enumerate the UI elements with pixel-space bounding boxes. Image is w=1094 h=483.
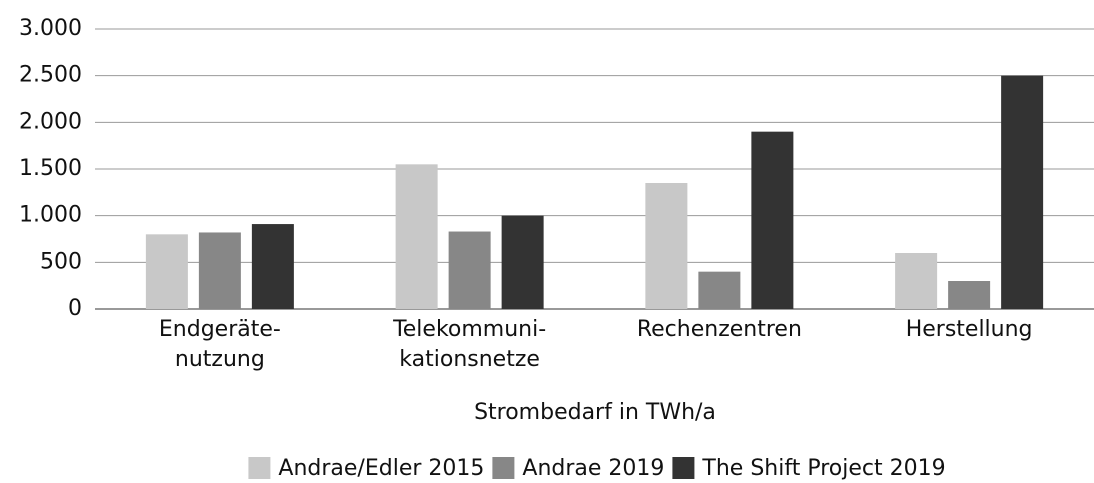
bar	[895, 253, 938, 309]
bar	[145, 234, 188, 309]
y-tick-label: 0	[68, 296, 82, 321]
x-tick-label: kationsnetze	[399, 347, 540, 372]
bar	[395, 164, 438, 309]
x-tick-label: Rechenzentren	[637, 317, 802, 342]
x-axis-title: Strombedarf in TWh/a	[474, 400, 716, 425]
bar	[1001, 75, 1044, 310]
bar	[645, 183, 688, 309]
bar	[751, 131, 794, 309]
bar	[448, 231, 491, 309]
x-tick-label: Herstellung	[906, 317, 1033, 342]
bar	[698, 271, 741, 309]
legend-label: The Shift Project 2019	[701, 456, 945, 481]
x-tick-label: Endgeräte-	[159, 317, 281, 342]
legend-swatch	[672, 457, 695, 479]
y-tick-label: 500	[40, 249, 82, 274]
bar	[198, 232, 241, 309]
y-tick-label: 1.000	[19, 203, 82, 228]
legend-label: Andrae/Edler 2015	[278, 456, 484, 481]
y-tick-label: 2.500	[19, 63, 82, 88]
x-tick-label: Telekommuni-	[392, 317, 546, 342]
legend-label: Andrae 2019	[522, 456, 664, 481]
y-tick-label: 3.000	[19, 16, 82, 41]
legend-swatch	[492, 457, 515, 479]
bar	[251, 224, 294, 309]
y-tick-label: 2.000	[19, 109, 82, 134]
y-tick-label: 1.500	[19, 156, 82, 181]
bar	[948, 281, 991, 309]
x-tick-label: nutzung	[175, 347, 265, 372]
legend-swatch	[248, 457, 271, 479]
bar	[501, 215, 544, 309]
